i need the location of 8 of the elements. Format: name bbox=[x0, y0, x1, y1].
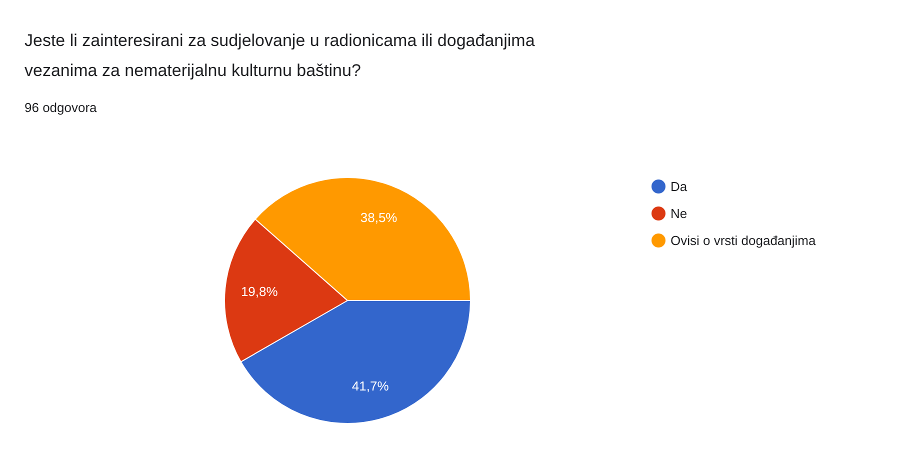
data-label: 19,8% bbox=[240, 284, 278, 300]
legend-label: Ovisi o vrsti događanjima bbox=[670, 233, 816, 248]
legend-label: Da bbox=[670, 179, 688, 194]
legend-label: Ne bbox=[670, 206, 688, 221]
data-label: 38,5% bbox=[360, 210, 398, 226]
text: 96 odgovora bbox=[24, 100, 98, 115]
chart-title: Jeste li zainteresirani za sudjelovanje u radionicama ili događanjima vezanima za nematerijalnu kulturnu baštinu? bbox=[24, 31, 536, 80]
data-label: 41,7% bbox=[352, 378, 390, 394]
